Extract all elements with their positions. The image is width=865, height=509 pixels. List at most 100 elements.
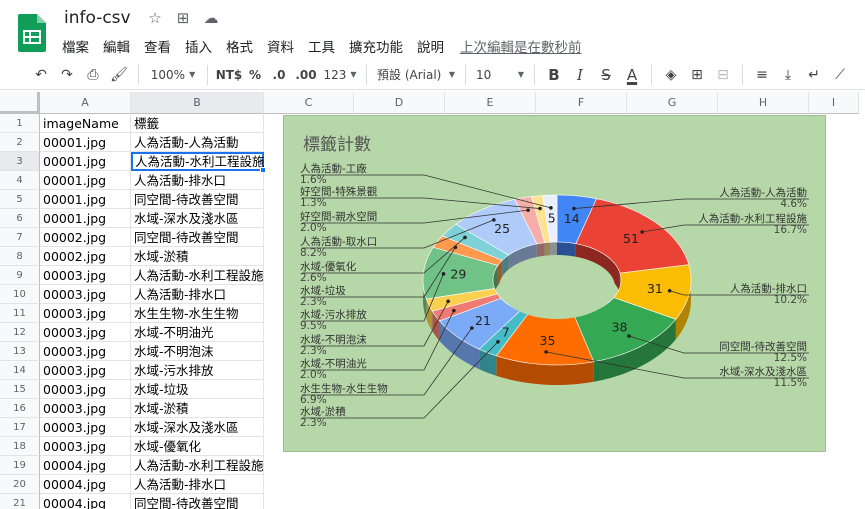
star-icon[interactable]: ☆ — [148, 9, 162, 27]
cell-a[interactable]: imageName — [40, 114, 131, 133]
cell-a[interactable]: 00004.jpg — [40, 475, 131, 494]
cell-a[interactable]: 00003.jpg — [40, 361, 131, 380]
cell-b[interactable]: 水生生物-水生生物 — [131, 304, 264, 323]
row-header[interactable]: 6 — [0, 209, 40, 228]
text-color-button[interactable]: A — [626, 65, 638, 84]
menu-extensions[interactable]: 擴充功能 — [349, 40, 403, 56]
merge-cells-icon[interactable]: ⊟ — [717, 66, 729, 83]
cell-a[interactable]: 00003.jpg — [40, 418, 131, 437]
row-header[interactable]: 4 — [0, 171, 40, 190]
cell-a[interactable]: 00001.jpg — [40, 133, 131, 152]
column-header-I[interactable]: I — [809, 92, 859, 114]
text-wrap-icon[interactable]: ↵ — [808, 66, 820, 83]
move-to-folder-icon[interactable]: ⊞ — [176, 9, 190, 27]
strikethrough-button[interactable]: S — [601, 65, 611, 84]
font-select[interactable]: 預設 (Arial) ▼ — [373, 63, 459, 87]
menu-help[interactable]: 說明 — [417, 40, 444, 56]
cell-b[interactable]: 同空間-待改善空間 — [131, 228, 264, 247]
row-header[interactable]: 11 — [0, 304, 40, 323]
select-all-corner[interactable] — [0, 92, 40, 114]
cell-b[interactable]: 水域-不明油光 — [131, 323, 264, 342]
horizontal-align-icon[interactable]: ≡ — [756, 66, 768, 83]
cell-b[interactable]: 水域-淤積 — [131, 247, 264, 266]
vertical-align-icon[interactable]: ⤓ — [784, 66, 792, 83]
menu-insert[interactable]: 插入 — [185, 40, 212, 56]
text-rotation-icon[interactable]: ⟋ — [835, 66, 845, 83]
decrease-decimals-button[interactable]: .0 — [272, 67, 286, 82]
column-header-G[interactable]: G — [627, 92, 718, 114]
row-header[interactable]: 9 — [0, 266, 40, 285]
cell-b[interactable]: 水域-深水及淺水區 — [131, 209, 264, 228]
last-edit-link[interactable]: 上次編輯是在數秒前 — [460, 40, 582, 56]
cell-a[interactable]: 00003.jpg — [40, 437, 131, 456]
row-header[interactable]: 18 — [0, 437, 40, 456]
row-header[interactable]: 21 — [0, 494, 40, 509]
cell-b[interactable]: 水域-垃圾 — [131, 380, 264, 399]
row-header[interactable]: 13 — [0, 342, 40, 361]
menu-tools[interactable]: 工具 — [308, 40, 335, 56]
column-header-H[interactable]: H — [718, 92, 809, 114]
paint-format-icon[interactable]: 🖌 — [110, 66, 128, 83]
bold-button[interactable]: B — [548, 65, 560, 84]
menu-format[interactable]: 格式 — [226, 40, 253, 56]
cell-a[interactable]: 00004.jpg — [40, 456, 131, 475]
menu-view[interactable]: 查看 — [144, 40, 171, 56]
cell-b[interactable]: 人為活動-人為活動 — [131, 133, 264, 152]
row-header[interactable]: 3 — [0, 152, 40, 171]
increase-decimals-button[interactable]: .00 — [295, 67, 317, 82]
cell-a[interactable]: 00003.jpg — [40, 304, 131, 323]
column-header-A[interactable]: A — [40, 92, 131, 114]
row-header[interactable]: 19 — [0, 456, 40, 475]
number-format-select[interactable]: 123 ▼ — [320, 63, 360, 87]
fill-color-icon[interactable]: ◈ — [665, 66, 677, 83]
cloud-status-icon[interactable]: ☁ — [203, 9, 219, 27]
cell-b[interactable]: 同空間-待改善空間 — [131, 190, 264, 209]
cell-a[interactable]: 00003.jpg — [40, 399, 131, 418]
row-header[interactable]: 20 — [0, 475, 40, 494]
cell-b[interactable]: 水域-淤積 — [131, 399, 264, 418]
document-title[interactable]: info-csv — [64, 8, 131, 28]
fill-handle[interactable] — [260, 167, 266, 173]
row-header[interactable]: 14 — [0, 361, 40, 380]
cell-b[interactable]: 標籤 — [131, 114, 264, 133]
cell-a[interactable]: 00003.jpg — [40, 342, 131, 361]
row-header[interactable]: 1 — [0, 114, 40, 133]
cell-a[interactable]: 00001.jpg — [40, 209, 131, 228]
cell-a[interactable]: 00004.jpg — [40, 494, 131, 509]
column-header-B[interactable]: B — [131, 92, 264, 114]
row-header[interactable]: 5 — [0, 190, 40, 209]
row-header[interactable]: 12 — [0, 323, 40, 342]
cell-a[interactable]: 00002.jpg — [40, 247, 131, 266]
borders-icon[interactable]: ⊞ — [691, 66, 703, 83]
row-header[interactable]: 15 — [0, 380, 40, 399]
print-icon[interactable]: ⎙ — [87, 66, 99, 83]
column-header-D[interactable]: D — [354, 92, 445, 114]
sheets-logo-icon[interactable] — [18, 14, 46, 52]
cell-b[interactable]: 人為活動-排水口 — [131, 475, 264, 494]
currency-button[interactable]: NT$ — [215, 67, 243, 82]
menu-edit[interactable]: 編輯 — [103, 40, 130, 56]
row-header[interactable]: 16 — [0, 399, 40, 418]
cell-a[interactable]: 00003.jpg — [40, 323, 131, 342]
cell-a[interactable]: 00001.jpg — [40, 171, 131, 190]
cell-b[interactable]: 水域-深水及淺水區 — [131, 418, 264, 437]
redo-icon[interactable]: ↷ — [61, 66, 73, 83]
menu-data[interactable]: 資料 — [267, 40, 294, 56]
cell-a[interactable]: 00001.jpg — [40, 190, 131, 209]
zoom-select[interactable]: 100% ▼ — [145, 63, 201, 87]
font-size-select[interactable]: 10 ▼ — [472, 63, 528, 87]
undo-icon[interactable]: ↶ — [35, 66, 47, 83]
column-header-E[interactable]: E — [445, 92, 536, 114]
cell-b[interactable]: 人為活動-水利工程設施 — [131, 456, 264, 475]
cell-b[interactable]: 水域-污水排放 — [131, 361, 264, 380]
row-header[interactable]: 8 — [0, 247, 40, 266]
pie-chart[interactable]: 標籤計數 14 51 31 38 35 7 21 29 25 5 人為活動-人為活動 4.6% 人為活… — [283, 115, 826, 452]
cell-a[interactable]: 00003.jpg — [40, 285, 131, 304]
cell-b[interactable]: 水域-優氧化 — [131, 437, 264, 456]
row-header[interactable]: 17 — [0, 418, 40, 437]
cell-b[interactable]: 同空間-待改善空間 — [131, 494, 264, 509]
cell-a[interactable]: 00003.jpg — [40, 266, 131, 285]
row-header[interactable]: 2 — [0, 133, 40, 152]
column-header-F[interactable]: F — [536, 92, 627, 114]
column-header-C[interactable]: C — [264, 92, 354, 114]
